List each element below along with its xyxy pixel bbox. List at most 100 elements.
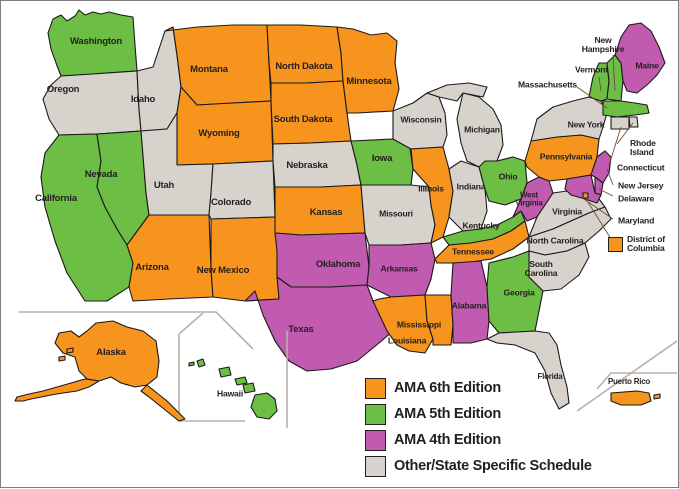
state-shape-florida[interactable] [486, 330, 570, 410]
state-shape-new-jersey[interactable] [590, 150, 612, 184]
leader-line-rhode-island [616, 122, 634, 145]
alaska-islands[interactable] [58, 347, 74, 362]
map-legend: AMA 6th Edition AMA 5th Edition AMA 4th … [365, 377, 592, 477]
state-label-michigan: Michigan [464, 124, 500, 135]
state-label-arkansas: Arkansas [380, 263, 418, 274]
state-label-louisiana: Louisiana [387, 335, 427, 346]
state-shape-district-of-columbia[interactable] [582, 192, 589, 199]
inset-label-alaska: Alaska [96, 347, 126, 359]
state-shape-colorado[interactable] [208, 160, 276, 220]
state-label-alabama: Alabama [451, 300, 487, 311]
state-shape-rhode-island[interactable] [628, 116, 639, 128]
state-label-new-jersey: New Jersey [618, 180, 664, 191]
state-shape-texas[interactable] [244, 276, 394, 372]
state-label-nevada: Nevada [84, 169, 118, 181]
state-shape-maryland[interactable] [564, 174, 602, 204]
state-shape-michigan-up[interactable] [426, 82, 488, 102]
leader-line-maryland [580, 196, 614, 220]
state-label-tennessee: Tennessee [452, 246, 494, 257]
state-shape-south-dakota[interactable] [270, 80, 352, 145]
state-shape-new-mexico[interactable] [210, 216, 280, 302]
state-label-ohio: Ohio [498, 171, 518, 182]
state-shape-idaho[interactable] [136, 26, 182, 132]
state-shape-oregon[interactable] [42, 70, 142, 136]
state-label-utah: Utah [153, 180, 175, 192]
hawaii-island-4[interactable] [242, 382, 256, 394]
state-shape-wisconsin[interactable] [392, 92, 448, 150]
state-label-south-carolina: South Carolina [524, 258, 558, 278]
legend-label-other: Other/State Specific Schedule [394, 458, 592, 474]
state-shape-minnesota[interactable] [336, 26, 400, 114]
state-label-massachusetts: Massachusetts [517, 79, 577, 90]
state-shape-illinois[interactable] [410, 146, 454, 244]
state-shape-north-dakota[interactable] [266, 24, 344, 84]
leader-line-massachusetts [576, 86, 608, 109]
state-label-new-hampshire: New Hampshire [581, 34, 625, 54]
state-label-montana: Montana [190, 64, 228, 76]
state-label-nebraska: Nebraska [286, 160, 328, 172]
state-label-virginia: Virginia [552, 206, 582, 217]
legend-item-other[interactable]: Other/State Specific Schedule [365, 455, 592, 477]
state-label-new-mexico: New Mexico [196, 265, 250, 277]
alaska-panhandle[interactable] [140, 384, 186, 422]
state-label-kentucky: Kentucky [462, 220, 500, 231]
leader-line-delaware [598, 188, 614, 197]
state-label-wyoming: Wyoming [198, 128, 240, 140]
state-label-illinois: Illinois [418, 183, 444, 194]
state-label-iowa: Iowa [371, 153, 393, 165]
state-label-vermont: Vermont [575, 64, 608, 75]
state-label-oregon: Oregon [46, 84, 80, 96]
legend-item-ama-5th[interactable]: AMA 5th Edition [365, 403, 592, 425]
state-label-arizona: Arizona [135, 262, 169, 274]
state-label-florida: Florida [537, 371, 563, 381]
legend-swatch-other [365, 455, 386, 477]
district-of-columbia-swatch [608, 237, 623, 252]
leader-line-connecticut [608, 126, 622, 166]
inset-label-puerto-rico: Puerto Rico [607, 376, 651, 386]
hawaii-island-2[interactable] [218, 366, 232, 378]
leader-line-district-of-columbia [585, 198, 612, 240]
legend-item-ama-6th[interactable]: AMA 6th Edition [365, 377, 592, 399]
leader-line-vermont [598, 76, 602, 92]
state-shape-hawaii-inset[interactable] [196, 358, 206, 368]
legend-label-ama-5th: AMA 5th Edition [394, 406, 501, 422]
legend-swatch-ama-6th [365, 377, 386, 399]
state-label-rhode-island: Rhode Island [630, 137, 656, 157]
inset-label-hawaii: Hawaii [216, 388, 244, 399]
hawaii-big-island[interactable] [250, 392, 278, 420]
state-label-colorado: Colorado [210, 197, 252, 209]
state-shape-georgia[interactable] [486, 250, 544, 334]
state-shape-maine[interactable] [614, 22, 666, 94]
state-shape-arizona[interactable] [126, 214, 214, 302]
hawaii-island-3[interactable] [234, 376, 248, 386]
state-label-texas: Texas [288, 324, 314, 336]
state-label-new-york: New York [567, 119, 605, 130]
state-label-oklahoma: Oklahoma [315, 259, 361, 271]
state-shape-indiana[interactable] [448, 160, 488, 232]
state-label-kansas: Kansas [309, 207, 343, 219]
state-label-connecticut: Connecticut [617, 162, 665, 173]
state-shape-puerto-rico-inset[interactable] [610, 390, 652, 406]
state-shape-alaska-inset[interactable] [54, 320, 160, 388]
state-label-missouri: Missouri [379, 208, 413, 219]
state-shape-alabama[interactable] [450, 260, 490, 344]
inset-divider-alaska [19, 311, 254, 350]
state-shape-massachusetts[interactable] [602, 100, 650, 118]
state-label-idaho: Idaho [130, 94, 156, 106]
state-label-mississippi: Mississippi [396, 319, 442, 330]
state-label-washington: Washington [70, 36, 122, 48]
state-label-maine: Maine [635, 60, 659, 71]
state-label-district-of-columbia: District of Columbia [627, 233, 665, 253]
puerto-rico-islet[interactable] [653, 393, 661, 400]
state-label-south-dakota: South Dakota [273, 114, 333, 126]
state-shape-arkansas[interactable] [366, 242, 436, 298]
legend-swatch-ama-4th [365, 429, 386, 451]
state-label-maryland: Maryland [618, 215, 655, 226]
legend-item-ama-4th[interactable]: AMA 4th Edition [365, 429, 592, 451]
alaska-aleutians[interactable] [14, 378, 100, 402]
state-label-georgia: Georgia [503, 287, 535, 298]
state-shape-connecticut[interactable] [610, 116, 630, 130]
hawaii-islet[interactable] [188, 361, 195, 367]
